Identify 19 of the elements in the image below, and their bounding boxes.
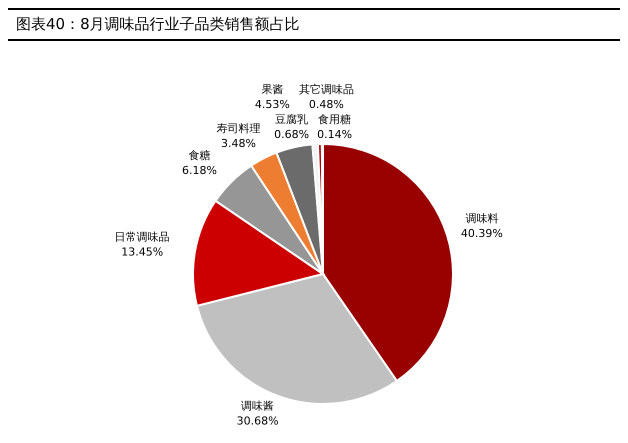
slice-label: 调味料 <box>465 212 498 225</box>
data-label: 30.68% <box>236 414 279 428</box>
slice-label: 调味酱 <box>241 399 274 412</box>
data-label: 6.18% <box>182 164 217 177</box>
data-label: 3.48% <box>221 136 256 150</box>
data-label: 0.68% <box>274 128 310 141</box>
slice-label: 寿司料理 <box>216 122 261 135</box>
slice-label: 其它调味品 <box>298 83 354 96</box>
data-label: 0.48% <box>308 98 344 111</box>
data-label: 40.39% <box>460 226 503 240</box>
data-label: 13.45% <box>121 246 164 259</box>
slice-label: 食糖 <box>188 148 211 162</box>
slice-label: 豆腐乳 <box>275 113 308 126</box>
slice-label: 果酱 <box>261 83 284 96</box>
data-label: 0.14% <box>317 128 352 141</box>
slice-label: 日常调味品 <box>114 230 170 244</box>
chart-title: 图表40：8月调味品行业子品类销售额占比 <box>8 8 620 41</box>
data-label: 4.53% <box>254 98 290 111</box>
slice-label: 食用糖 <box>318 113 352 126</box>
